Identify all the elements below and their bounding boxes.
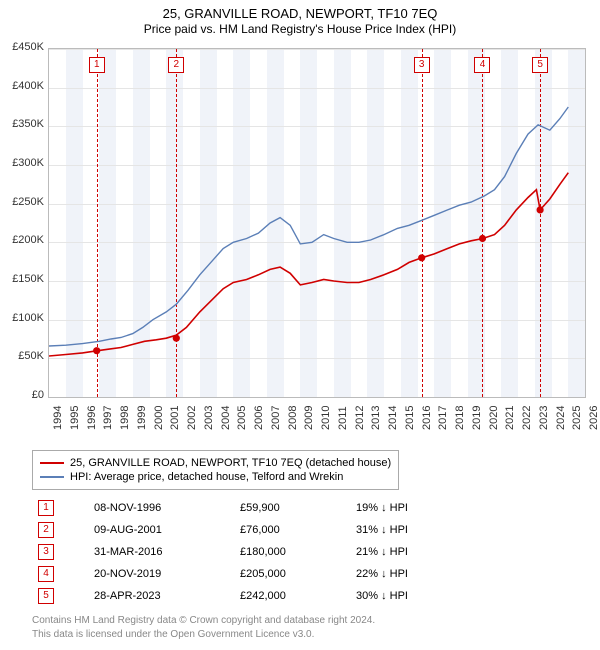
x-tick-label: 2005 xyxy=(236,406,248,430)
page-title: 25, GRANVILLE ROAD, NEWPORT, TF10 7EQ xyxy=(0,0,600,22)
chart-area: 12345 xyxy=(48,48,586,398)
sale-badge-5: 5 xyxy=(38,588,54,604)
sale-date: 31-MAR-2016 xyxy=(90,542,234,562)
x-tick-label: 2008 xyxy=(287,406,299,430)
x-tick-label: 2025 xyxy=(571,406,583,430)
sale-dot-5 xyxy=(537,206,544,213)
x-tick-label: 1998 xyxy=(119,406,131,430)
legend-swatch xyxy=(40,462,64,464)
y-tick-label: £100K xyxy=(4,312,44,324)
x-tick-label: 2020 xyxy=(488,406,500,430)
sale-price: £76,000 xyxy=(236,520,350,540)
x-tick-label: 2002 xyxy=(186,406,198,430)
x-tick-label: 2016 xyxy=(421,406,433,430)
x-tick-label: 1996 xyxy=(86,406,98,430)
x-tick-label: 2024 xyxy=(555,406,567,430)
x-tick-label: 2004 xyxy=(220,406,232,430)
legend-box: 25, GRANVILLE ROAD, NEWPORT, TF10 7EQ (d… xyxy=(32,450,399,490)
y-tick-label: £50K xyxy=(4,350,44,362)
legend-row: HPI: Average price, detached house, Telf… xyxy=(40,470,391,484)
series-property xyxy=(49,173,568,356)
series-hpi xyxy=(49,107,568,346)
x-tick-label: 1995 xyxy=(69,406,81,430)
sale-badge-3: 3 xyxy=(38,544,54,560)
x-tick-label: 2019 xyxy=(471,406,483,430)
sale-badge-1: 1 xyxy=(38,500,54,516)
sale-date: 08-NOV-1996 xyxy=(90,498,234,518)
x-tick-label: 2018 xyxy=(454,406,466,430)
sale-dot-2 xyxy=(173,335,180,342)
y-tick-label: £400K xyxy=(4,80,44,92)
x-tick-label: 2022 xyxy=(521,406,533,430)
sale-dot-3 xyxy=(418,254,425,261)
x-tick-label: 2015 xyxy=(404,406,416,430)
sales-table: 1 08-NOV-1996£59,90019% ↓ HPI 2 09-AUG-2001… xyxy=(32,496,420,608)
x-tick-label: 2010 xyxy=(320,406,332,430)
sale-dot-4 xyxy=(479,235,486,242)
footer-note: Contains HM Land Registry data © Crown c… xyxy=(32,614,375,641)
x-tick-label: 1997 xyxy=(102,406,114,430)
sale-price: £59,900 xyxy=(236,498,350,518)
x-tick-label: 1994 xyxy=(52,406,64,430)
y-tick-label: £150K xyxy=(4,273,44,285)
x-tick-label: 2017 xyxy=(437,406,449,430)
x-tick-label: 2026 xyxy=(588,406,600,430)
x-tick-label: 2000 xyxy=(153,406,165,430)
sale-diff: 19% ↓ HPI xyxy=(352,498,418,518)
y-tick-label: £250K xyxy=(4,196,44,208)
sale-diff: 30% ↓ HPI xyxy=(352,586,418,606)
footer-line2: This data is licensed under the Open Gov… xyxy=(32,628,375,642)
sale-price: £180,000 xyxy=(236,542,350,562)
legend-row: 25, GRANVILLE ROAD, NEWPORT, TF10 7EQ (d… xyxy=(40,456,391,470)
y-tick-label: £0 xyxy=(4,389,44,401)
page-subtitle: Price paid vs. HM Land Registry's House … xyxy=(0,22,600,42)
x-tick-label: 2003 xyxy=(203,406,215,430)
sale-date: 09-AUG-2001 xyxy=(90,520,234,540)
sale-price: £242,000 xyxy=(236,586,350,606)
x-tick-label: 2023 xyxy=(538,406,550,430)
sale-diff: 22% ↓ HPI xyxy=(352,564,418,584)
x-tick-label: 2009 xyxy=(303,406,315,430)
legend-label: 25, GRANVILLE ROAD, NEWPORT, TF10 7EQ (d… xyxy=(70,457,391,469)
x-tick-label: 2007 xyxy=(270,406,282,430)
x-tick-label: 2014 xyxy=(387,406,399,430)
x-tick-label: 2001 xyxy=(169,406,181,430)
x-tick-label: 2013 xyxy=(370,406,382,430)
x-tick-label: 2011 xyxy=(337,406,349,430)
y-tick-label: £200K xyxy=(4,234,44,246)
sale-price: £205,000 xyxy=(236,564,350,584)
sale-date: 28-APR-2023 xyxy=(90,586,234,606)
sale-diff: 21% ↓ HPI xyxy=(352,542,418,562)
legend-label: HPI: Average price, detached house, Telf… xyxy=(70,471,343,483)
sales-row: 4 20-NOV-2019£205,00022% ↓ HPI xyxy=(34,564,418,584)
sale-dot-1 xyxy=(93,347,100,354)
sale-date: 20-NOV-2019 xyxy=(90,564,234,584)
sale-diff: 31% ↓ HPI xyxy=(352,520,418,540)
x-tick-label: 2021 xyxy=(504,406,516,430)
x-tick-label: 2012 xyxy=(354,406,366,430)
sales-row: 3 31-MAR-2016£180,00021% ↓ HPI xyxy=(34,542,418,562)
y-tick-label: £300K xyxy=(4,157,44,169)
sales-row: 2 09-AUG-2001£76,00031% ↓ HPI xyxy=(34,520,418,540)
sales-row: 1 08-NOV-1996£59,90019% ↓ HPI xyxy=(34,498,418,518)
sales-row: 5 28-APR-2023£242,00030% ↓ HPI xyxy=(34,586,418,606)
y-tick-label: £350K xyxy=(4,118,44,130)
legend-swatch xyxy=(40,476,64,478)
sale-badge-4: 4 xyxy=(38,566,54,582)
x-tick-label: 1999 xyxy=(136,406,148,430)
footer-line1: Contains HM Land Registry data © Crown c… xyxy=(32,614,375,628)
x-tick-label: 2006 xyxy=(253,406,265,430)
y-tick-label: £450K xyxy=(4,41,44,53)
plot-svg xyxy=(49,49,585,397)
sale-badge-2: 2 xyxy=(38,522,54,538)
